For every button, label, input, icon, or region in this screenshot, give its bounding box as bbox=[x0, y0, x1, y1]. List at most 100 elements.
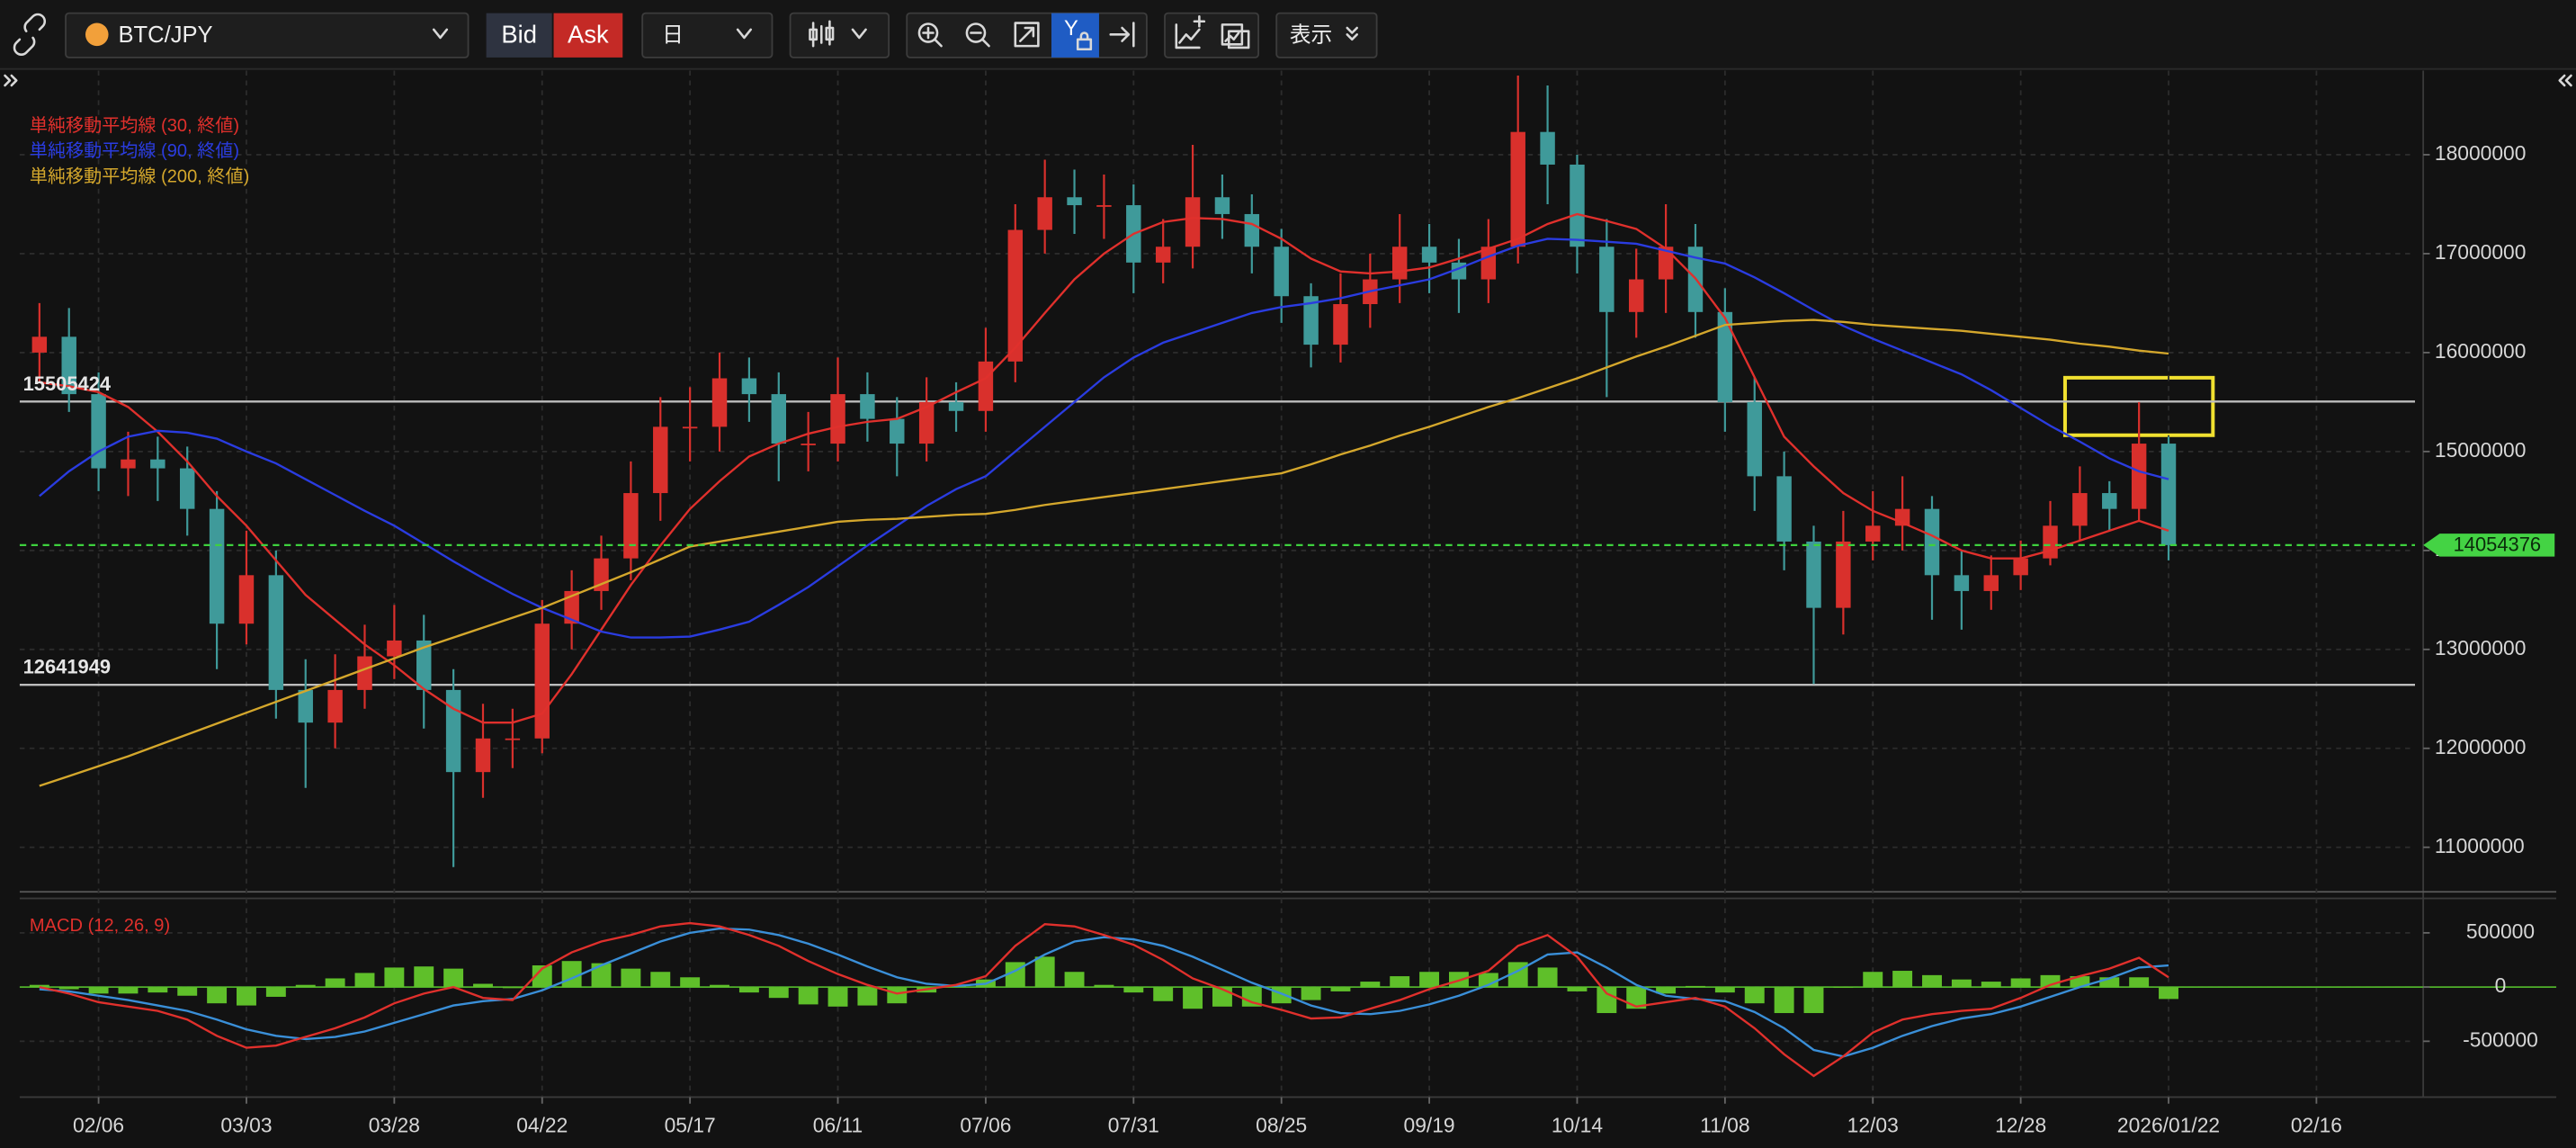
bid-button[interactable]: Bid bbox=[486, 13, 552, 58]
moving-average-line bbox=[39, 318, 2169, 787]
timeframe-label: 日 bbox=[662, 23, 684, 47]
macd-histogram-bar bbox=[1153, 987, 1174, 1001]
candle-body bbox=[948, 401, 964, 411]
chevron-icon bbox=[1346, 33, 1358, 41]
indicator-icon bbox=[1175, 14, 1206, 49]
macd-histogram-bar bbox=[1360, 982, 1381, 988]
chevron-icon bbox=[736, 28, 753, 40]
macd-histogram-bar bbox=[1183, 987, 1203, 1009]
macd-histogram-bar bbox=[1537, 967, 1558, 988]
x-tick-label: 11/08 bbox=[1700, 1113, 1749, 1136]
candle-body bbox=[623, 493, 639, 559]
legend-entry: 単純移動平均線 (200, 終値) bbox=[30, 166, 249, 186]
candle-body bbox=[564, 590, 579, 624]
candle-body bbox=[1067, 197, 1082, 206]
candle-body bbox=[1806, 541, 1821, 608]
y-tick-label: 500000 bbox=[2466, 919, 2535, 943]
timeframe-select[interactable]: 日 bbox=[641, 12, 774, 58]
y-tick-label: 17000000 bbox=[2435, 240, 2527, 264]
link-button[interactable] bbox=[13, 13, 47, 56]
candle-body bbox=[1480, 247, 1497, 280]
compare-icon bbox=[1221, 23, 1250, 49]
candle-body bbox=[180, 468, 195, 509]
ask-button[interactable]: Ask bbox=[553, 13, 623, 58]
macd-histogram-bar bbox=[1271, 987, 1292, 1004]
y-tick-label: 13000000 bbox=[2435, 636, 2527, 659]
horizontal-line-label: 15505424 bbox=[23, 372, 112, 395]
view-select[interactable]: 表示 bbox=[1275, 12, 1378, 58]
candle-body bbox=[830, 394, 845, 444]
macd-histogram-bar bbox=[148, 987, 168, 993]
x-tick-label: 03/28 bbox=[369, 1113, 420, 1136]
candle-body bbox=[1717, 311, 1733, 402]
y-tick-label: 12000000 bbox=[2435, 735, 2527, 758]
candle-body bbox=[1421, 247, 1437, 263]
candle-body bbox=[475, 738, 491, 773]
macd-histogram-bar bbox=[1064, 972, 1085, 988]
expand-left-icon[interactable] bbox=[4, 74, 18, 87]
y-tick-label: 11000000 bbox=[2435, 834, 2525, 857]
zoom-in-button[interactable] bbox=[917, 22, 943, 48]
candle-body bbox=[150, 459, 165, 469]
fit-button[interactable] bbox=[1014, 22, 1040, 48]
candle-body bbox=[31, 336, 48, 353]
macd-histogram-bar bbox=[88, 987, 109, 994]
legend-entry: 単純移動平均線 (90, 終値) bbox=[30, 140, 239, 161]
candle-body bbox=[209, 508, 225, 624]
scroll-end-button[interactable] bbox=[1109, 22, 1135, 48]
x-tick-label: 09/19 bbox=[1404, 1113, 1455, 1136]
macd-histogram-bar bbox=[798, 987, 818, 1005]
macd-histogram-bar bbox=[2099, 977, 2120, 988]
indicator-button[interactable] bbox=[1175, 14, 1206, 49]
candle-body bbox=[445, 689, 461, 773]
candle-body bbox=[1865, 525, 1881, 542]
symbol-select[interactable]: BTC/JPY bbox=[65, 12, 470, 58]
candle-icon bbox=[809, 20, 835, 48]
chevron-icon bbox=[851, 28, 867, 40]
expand-right-icon[interactable] bbox=[2558, 74, 2572, 87]
candle-body bbox=[711, 378, 728, 427]
macd-histogram-bar bbox=[1123, 987, 1144, 993]
chart-type-select[interactable] bbox=[789, 12, 890, 58]
macd-histogram-bar bbox=[1034, 956, 1055, 988]
macd-histogram-bar bbox=[1744, 987, 1765, 1004]
labels: 1100000012000000130000001400000015000000… bbox=[23, 115, 2555, 1136]
macd-histogram-bar bbox=[325, 978, 345, 988]
x-tick-label: 08/25 bbox=[1256, 1113, 1307, 1136]
candle-body bbox=[327, 689, 343, 723]
macd-histogram-bar bbox=[1951, 979, 1972, 988]
macd-histogram-bar bbox=[295, 984, 316, 988]
candle-body bbox=[1983, 575, 1999, 591]
candle-body bbox=[1185, 197, 1201, 247]
macd-histogram-bar bbox=[710, 984, 729, 988]
x-tick-label: 07/31 bbox=[1108, 1113, 1159, 1136]
last-price-tag bbox=[2423, 534, 2555, 557]
macd-histogram-bar bbox=[237, 987, 256, 1006]
macd-histogram-bar bbox=[680, 977, 701, 988]
y-tick-label: 18000000 bbox=[2435, 141, 2527, 165]
macd-title: MACD (12, 26, 9) bbox=[30, 916, 170, 936]
macd-histogram-bar bbox=[887, 987, 908, 1004]
macd-histogram-bar bbox=[1981, 982, 2001, 988]
macd-histogram-bar bbox=[502, 987, 523, 989]
tool-group bbox=[1164, 12, 1260, 58]
zoom-in-icon bbox=[917, 22, 939, 43]
x-tick-label: 12/03 bbox=[1847, 1113, 1899, 1136]
compare-button[interactable] bbox=[1221, 23, 1250, 49]
macd-histogram-bar bbox=[1892, 971, 1913, 988]
legend-entry: 単純移動平均線 (30, 終値) bbox=[30, 115, 239, 136]
macd-histogram-bar bbox=[1863, 972, 1883, 988]
macd-histogram-bar bbox=[857, 987, 878, 1006]
y-lock-button[interactable]: Y bbox=[1051, 13, 1099, 58]
candle-body bbox=[1096, 205, 1112, 207]
lock-icon bbox=[1076, 31, 1093, 51]
macd-histogram-bar bbox=[354, 973, 375, 988]
macd-histogram-bar bbox=[414, 966, 434, 988]
candle-body bbox=[682, 426, 698, 429]
y-tick-label: 16000000 bbox=[2435, 339, 2527, 363]
macd-histogram-bar bbox=[2129, 977, 2150, 988]
candle-body bbox=[1214, 197, 1230, 214]
candle-body bbox=[238, 575, 255, 624]
zoom-out-button[interactable] bbox=[965, 22, 990, 48]
